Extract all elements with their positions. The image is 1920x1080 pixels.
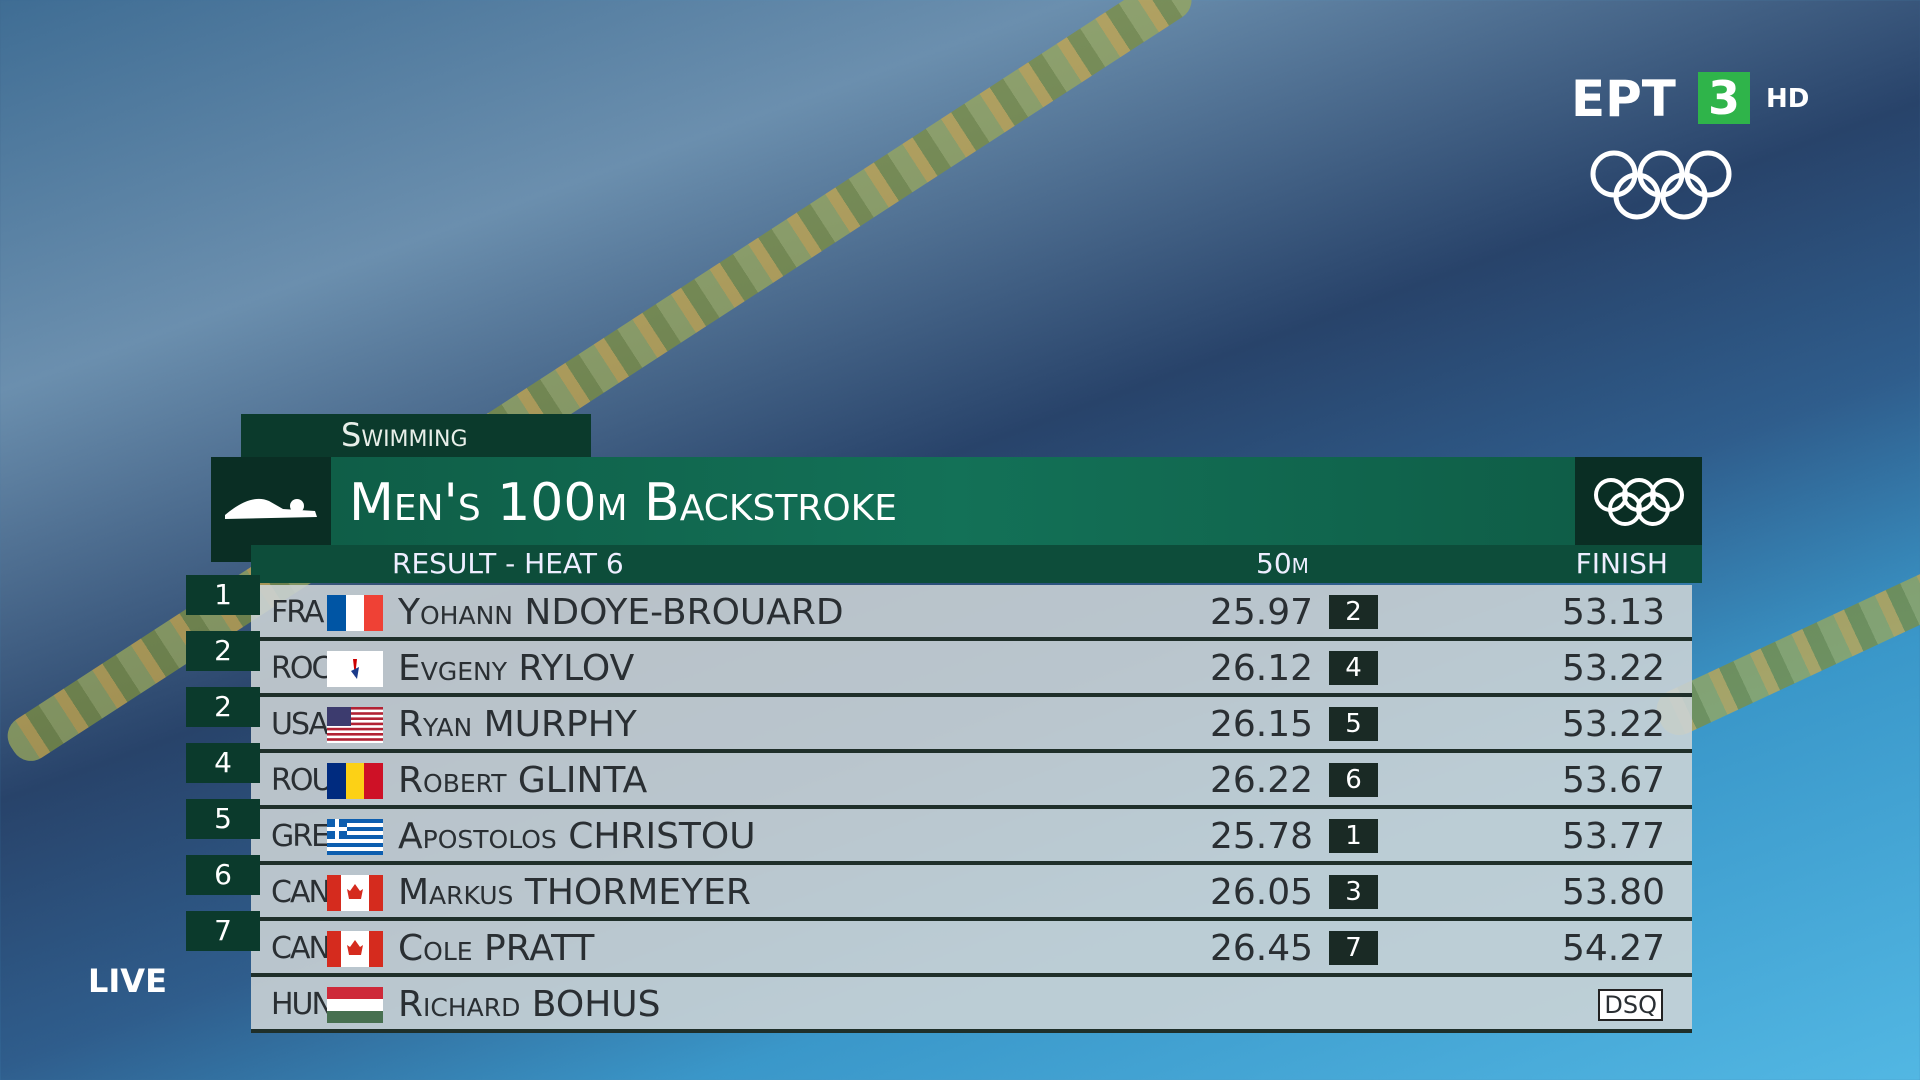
flag <box>327 763 383 799</box>
finish-header: FINISH <box>1575 547 1668 580</box>
athlete-name: Yohann NDOYE-BROUARD <box>398 592 844 633</box>
flag <box>327 987 383 1023</box>
finish-time: 53.67 <box>1561 760 1665 801</box>
rank: 6 <box>186 855 260 895</box>
noc-code: GRE <box>271 819 330 854</box>
athlete-name: Markus THORMEYER <box>398 872 751 913</box>
rank: 2 <box>186 687 260 727</box>
athlete-name: Robert GLINTA <box>398 760 648 801</box>
split-rank: 1 <box>1329 819 1378 853</box>
result-row: CAN Cole PRATT 26.45 7 54.27 <box>251 921 1692 977</box>
rank: 1 <box>186 575 260 615</box>
live-label: LIVE <box>88 962 167 1000</box>
athlete-name: Ryan MURPHY <box>398 704 637 745</box>
flag <box>327 595 383 631</box>
split-rank: 3 <box>1329 875 1378 909</box>
split-time: 26.12 <box>1209 648 1313 689</box>
finish-status: DSQ <box>1598 989 1663 1021</box>
split-time: 26.05 <box>1209 872 1313 913</box>
rank: 5 <box>186 799 260 839</box>
split-time: 26.22 <box>1209 760 1313 801</box>
olympic-rings <box>1594 478 1684 526</box>
flag <box>327 819 383 855</box>
finish-time: 53.22 <box>1561 648 1665 689</box>
finish-time: 53.77 <box>1561 816 1665 857</box>
split-rank: 2 <box>1329 595 1378 629</box>
split-rank: 6 <box>1329 763 1378 797</box>
athlete-name: Cole PRATT <box>398 928 595 969</box>
finish-time: 54.27 <box>1561 928 1665 969</box>
rank: 2 <box>186 631 260 671</box>
rank: 7 <box>186 911 260 951</box>
split-rank: 5 <box>1329 707 1378 741</box>
noc-code: HUN <box>271 987 334 1022</box>
athlete-name: Evgeny RYLOV <box>398 648 635 689</box>
sport: Swimming <box>241 414 591 457</box>
broadcaster-name: ΕΡΤ <box>1571 70 1676 128</box>
swimmer-icon <box>225 498 317 519</box>
phase: RESULT - HEAT 6 <box>392 547 624 580</box>
split-rank: 4 <box>1329 651 1378 685</box>
split-header: 50m <box>1256 547 1309 580</box>
sport-icon-box <box>211 457 331 562</box>
title-bar <box>211 457 1702 545</box>
rings-box <box>1575 457 1702 545</box>
flag <box>327 931 383 967</box>
result-row: GRE Apostolos CHRISTOU 25.78 1 53.77 <box>251 809 1692 865</box>
broadcaster-channel: 3 <box>1698 72 1750 124</box>
olympic-rings <box>1590 150 1732 220</box>
noc-code: ROC <box>271 651 332 686</box>
split-time: 26.45 <box>1209 928 1313 969</box>
split-rank: 7 <box>1329 931 1378 965</box>
event-title: Men's 100m Backstroke <box>349 473 898 533</box>
flag <box>327 651 383 687</box>
athlete-name: Richard BOHUS <box>398 984 661 1025</box>
subheader: RESULT - HEAT 6 50m FINISH <box>251 545 1702 583</box>
split-time: 25.78 <box>1209 816 1313 857</box>
noc-code: CAN <box>271 931 331 966</box>
result-row: FRA Yohann NDOYE-BROUARD 25.97 2 53.13 <box>251 585 1692 641</box>
flag <box>327 707 383 743</box>
result-row: ROU Robert GLINTA 26.22 6 53.67 <box>251 753 1692 809</box>
finish-time: 53.80 <box>1561 872 1665 913</box>
split-time: 25.97 <box>1209 592 1313 633</box>
noc-code: ROU <box>271 763 333 798</box>
flag <box>327 875 383 911</box>
finish-time: 53.22 <box>1561 704 1665 745</box>
result-row: HUN Richard BOHUS DSQ <box>251 977 1692 1033</box>
quality: HD <box>1766 84 1810 114</box>
noc-code: CAN <box>271 875 331 910</box>
result-row: ROC Evgeny RYLOV 26.12 4 53.22 <box>251 641 1692 697</box>
finish-time: 53.13 <box>1561 592 1665 633</box>
result-row: CAN Markus THORMEYER 26.05 3 53.80 <box>251 865 1692 921</box>
rank: 4 <box>186 743 260 783</box>
athlete-name: Apostolos CHRISTOU <box>398 816 756 857</box>
noc-code: USA <box>271 707 329 742</box>
noc-code: FRA <box>271 595 324 630</box>
split-time: 26.15 <box>1209 704 1313 745</box>
result-row: USA Ryan MURPHY 26.15 5 53.22 <box>251 697 1692 753</box>
